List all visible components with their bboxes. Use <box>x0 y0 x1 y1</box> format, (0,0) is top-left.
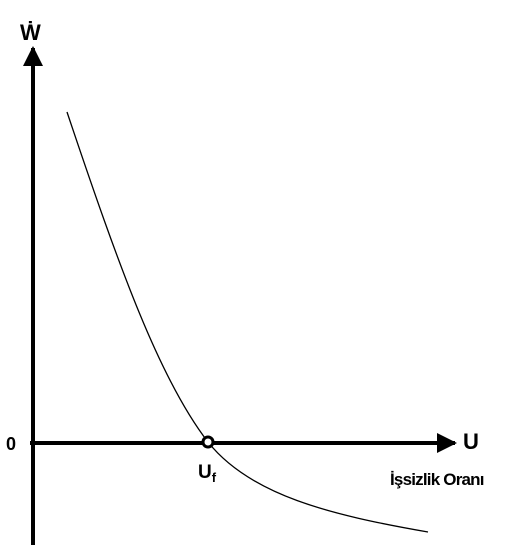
origin-label: 0 <box>6 434 16 454</box>
point-label: Uf <box>198 462 217 485</box>
x-axis-label: U <box>463 429 479 454</box>
y-axis-label: Ẇ <box>20 20 41 45</box>
x-axis-caption: İşsizlik Oranı <box>390 470 484 489</box>
point-label-subscript: f <box>212 470 217 485</box>
phillips-curve <box>66 111 429 533</box>
point-label-main: U <box>198 462 212 483</box>
natural-rate-point <box>201 435 215 449</box>
